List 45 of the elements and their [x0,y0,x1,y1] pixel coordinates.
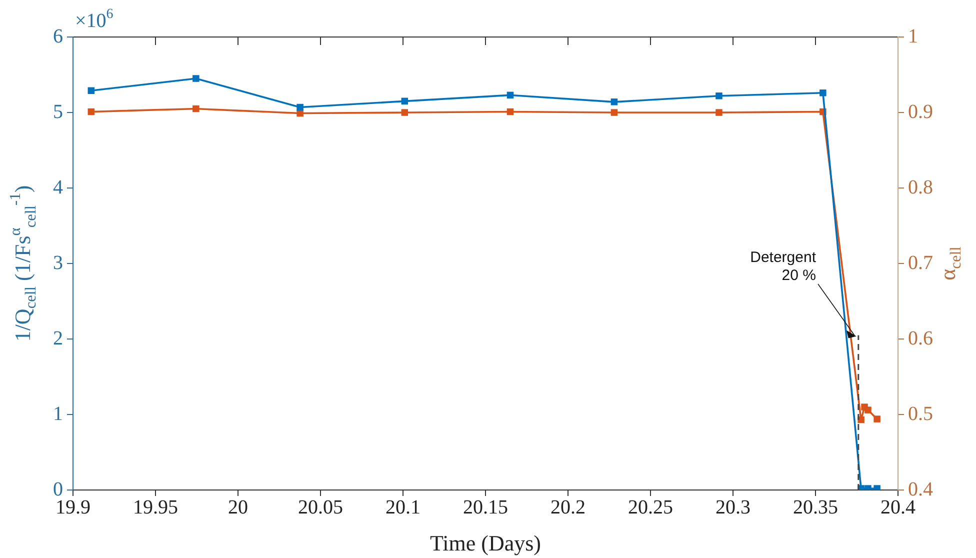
point [716,109,722,116]
point [88,108,95,116]
y2-tick-label: 0.6 [908,327,933,350]
point [506,108,514,116]
point [88,87,95,94]
y-tick-label: 3 [53,252,63,274]
x-tick-label: 20 [228,496,248,518]
x-axis-title: Time (Days) [430,530,542,556]
point [874,416,880,422]
point [192,75,200,82]
point [506,92,514,99]
y2-axis-title: αcell [935,246,964,280]
point [296,104,304,111]
x-tick-label: 19.95 [133,496,178,518]
y-tick-label: 6 [53,25,63,48]
point [874,485,880,490]
point [864,485,872,490]
ref-line-label: Detergent 20 % [750,249,817,284]
y-tick-label: 5 [53,100,63,123]
x-tick-label: 20.1 [386,496,420,518]
y-tick-label: 4 [53,176,63,198]
x-tick-label: 20.3 [716,496,750,518]
point [610,109,618,116]
y2-tick-label: 0.9 [908,100,933,123]
y-tick-label: 2 [53,327,63,350]
point [864,406,872,414]
point [401,109,408,116]
y-tick-label: 1 [53,402,63,425]
x-tick-label: 20.25 [628,496,673,518]
x-tick-label: 20.35 [793,496,838,518]
y2-tick-label: 0.8 [908,176,933,198]
x-tick-label: 20.2 [550,496,586,518]
y2-tick-label: 0.5 [908,402,933,425]
point [820,89,826,96]
y2-tick-label: 1 [908,25,918,48]
x-tick-label: 20.15 [463,496,508,518]
point [858,416,864,424]
point [192,105,200,112]
point [610,98,618,106]
point [401,98,408,105]
y-axis-title: 1/Qcell (1/Fsαcell-1) [7,185,40,342]
point [716,92,722,100]
point [296,110,304,117]
y2-tick-label: 0.7 [908,252,933,274]
x-tick-label: 20.05 [298,496,343,518]
